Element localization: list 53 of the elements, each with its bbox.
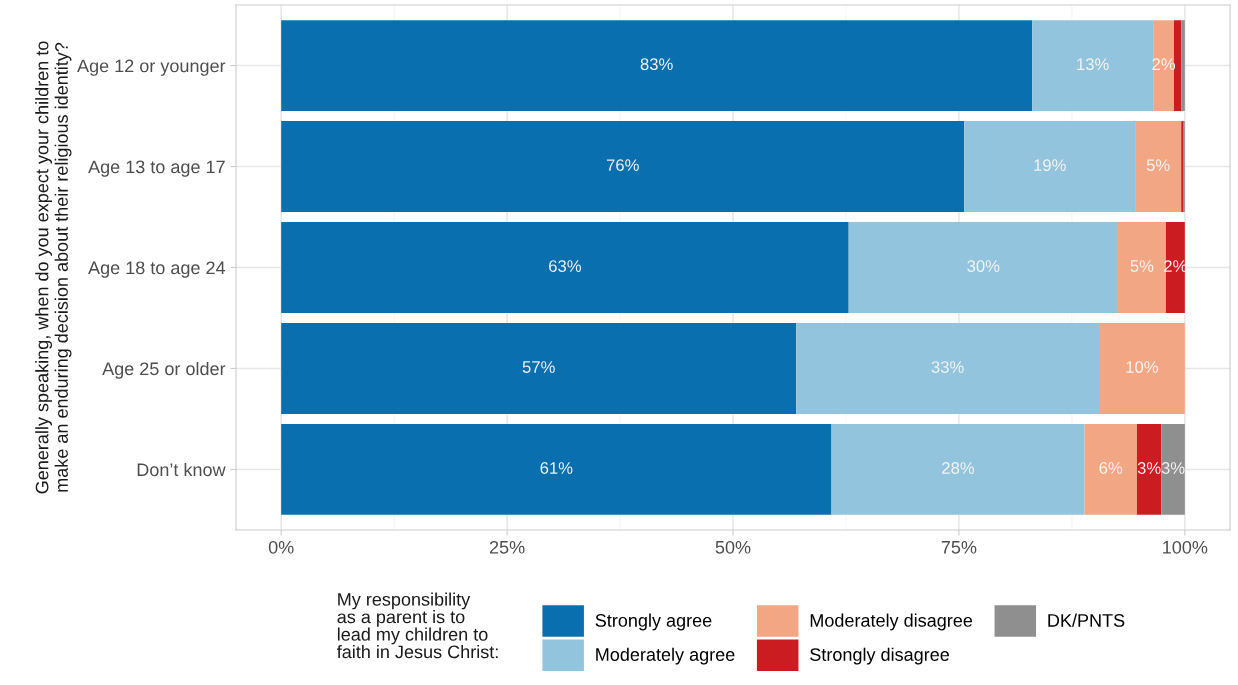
- data-label: 3%: [1137, 462, 1161, 474]
- data-label: 83%: [640, 58, 673, 71]
- bar: [1136, 423, 1162, 515]
- data-label: 30%: [967, 260, 1000, 272]
- data-label: 63%: [549, 260, 582, 272]
- data-label: 10%: [1126, 361, 1158, 373]
- data-label: 76%: [606, 159, 639, 172]
- bar: [848, 222, 1118, 313]
- legend-label: Strongly disagree: [810, 647, 949, 665]
- data-label: 13%: [1077, 58, 1109, 71]
- bar: [1161, 423, 1185, 515]
- bar: [796, 323, 1099, 414]
- x-tick-label: 100%: [1163, 540, 1208, 554]
- bar: [1173, 20, 1182, 112]
- data-label: 19%: [1034, 159, 1066, 172]
- bar: [1084, 423, 1137, 515]
- y-tick-label: Age 12 or younger: [77, 59, 226, 76]
- bar: [964, 121, 1136, 212]
- data-label: 5%: [1146, 159, 1170, 172]
- y-tick-label: Age 25 or older: [102, 361, 226, 379]
- legend-title: My responsibility as a parent is to lead my children to faith in Jesus Christ:: [336, 592, 498, 659]
- x-tick-label: 25%: [489, 540, 525, 554]
- y-axis-title: Generally speaking, when do you expect your children to make an enduring decision about their religious identity?: [35, 41, 72, 494]
- data-label: 3%: [1161, 462, 1185, 474]
- data-label: 61%: [540, 462, 573, 474]
- data-label: 33%: [931, 361, 964, 373]
- bar: [1153, 20, 1174, 112]
- x-tick-label: 0%: [268, 540, 294, 554]
- bar: [281, 121, 965, 212]
- bar: [831, 423, 1085, 515]
- y-tick-label: Don’t know: [137, 462, 226, 477]
- x-tick-label: 50%: [715, 540, 751, 554]
- data-label: 28%: [942, 462, 975, 474]
- bar: [281, 20, 1033, 112]
- data-label: 5%: [1130, 260, 1154, 272]
- bar: [281, 323, 797, 414]
- bar: [1117, 222, 1166, 313]
- bar: [1165, 222, 1185, 313]
- bar: [281, 423, 832, 515]
- legend-label: DK/PNTS: [1048, 613, 1125, 627]
- bar: [1135, 121, 1182, 212]
- y-tick-label: Age 18 to age 24: [88, 261, 226, 278]
- bar: [1098, 323, 1185, 414]
- data-label: 6%: [1099, 462, 1123, 474]
- legend-label: Moderately disagree: [810, 613, 973, 631]
- y-tick-label: Age 13 to age 17: [88, 160, 225, 177]
- bar: [1032, 20, 1154, 112]
- bar: [281, 222, 849, 313]
- bar: [1181, 20, 1185, 112]
- legend-label: Strongly agree: [595, 613, 712, 631]
- legend-label: Moderately agree: [596, 647, 735, 665]
- data-label: 57%: [522, 361, 555, 373]
- x-tick-label: 75%: [941, 540, 977, 554]
